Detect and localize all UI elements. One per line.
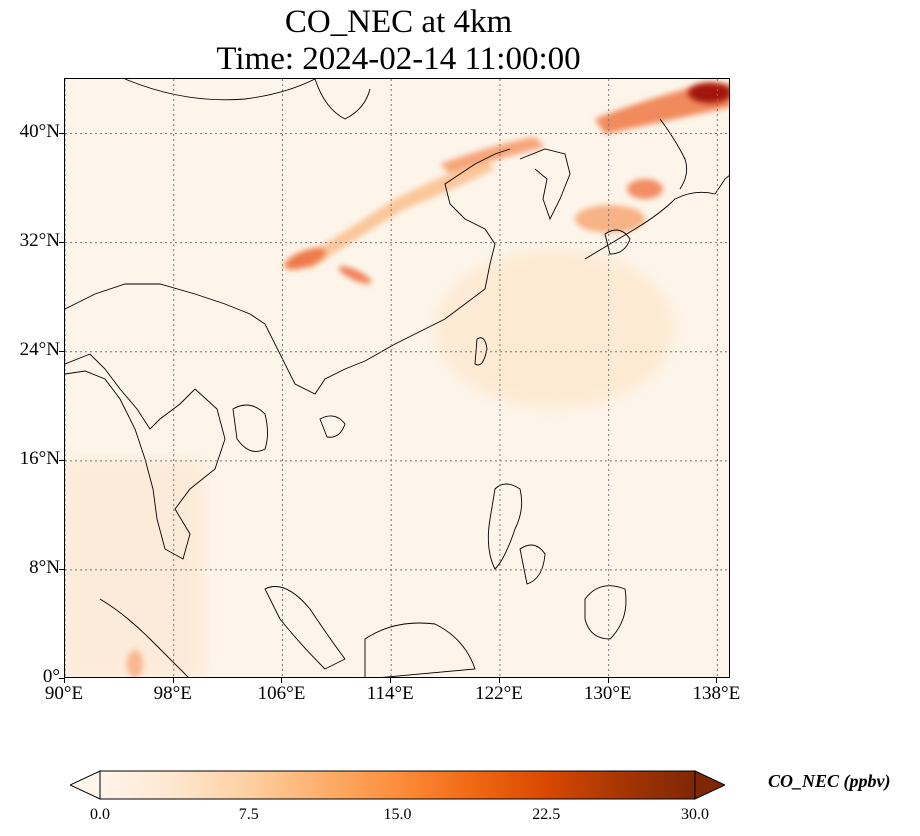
colorbar-tick-label: 15.0 [383, 806, 412, 823]
longitude-tick-label: 90°E [44, 683, 84, 704]
map-title-line-1: CO_NEC at 4km [284, 4, 513, 40]
coastlines [65, 79, 729, 677]
latitude-tick-label: 16°N [19, 447, 60, 469]
colorbar-tick-label: 22.5 [532, 806, 561, 823]
latitude-tick-mark [59, 241, 64, 243]
colorbar-extend-high [694, 770, 727, 800]
colorbar-extend-low [68, 770, 101, 800]
longitude-tick-label: 122°E [475, 683, 523, 704]
longitude-tick-mark [498, 678, 500, 683]
latitude-tick-mark [59, 459, 64, 461]
longitude-tick-mark [607, 678, 609, 683]
longitude-tick-label: 98°E [153, 683, 192, 704]
longitude-tick-mark [281, 678, 283, 683]
longitude-tick-mark [390, 678, 392, 683]
latitude-tick-mark [59, 678, 64, 679]
longitude-tick-label: 106°E [257, 683, 306, 704]
longitude-tick-label: 138°E [692, 683, 741, 704]
gridlines [65, 79, 729, 677]
colorbar-label: CO_NEC (ppbv) [768, 771, 891, 791]
latitude-tick-mark [59, 132, 64, 134]
latitude-tick-label: 32°N [19, 229, 60, 251]
latitude-tick-mark [59, 350, 64, 352]
map-canvas [65, 79, 729, 677]
map-panel[interactable] [64, 78, 730, 678]
colorbar-graphic [68, 770, 727, 800]
colorbar-tick-label: 7.5 [238, 806, 259, 823]
longitude-tick-mark [716, 678, 718, 683]
longitude-tick-mark [172, 678, 174, 683]
colorbar-body [99, 770, 696, 800]
map-title-line-2: Time: 2024-02-14 11:00:00 [216, 41, 581, 77]
latitude-tick-mark [59, 568, 64, 570]
latitude-tick-label: 40°N [19, 120, 60, 142]
latitude-tick-label: 0° [42, 666, 60, 687]
latitude-tick-label: 24°N [19, 338, 60, 360]
colorbar-tick-label: 0.0 [90, 806, 110, 823]
latitude-tick-label: 8°N [29, 556, 60, 578]
longitude-tick-mark [64, 678, 65, 683]
longitude-tick-label: 130°E [583, 683, 632, 704]
colorbar [68, 770, 727, 805]
colorbar-tick-label: 30.0 [681, 806, 709, 823]
longitude-tick-label: 114°E [366, 683, 414, 704]
concentration-field [65, 79, 729, 677]
